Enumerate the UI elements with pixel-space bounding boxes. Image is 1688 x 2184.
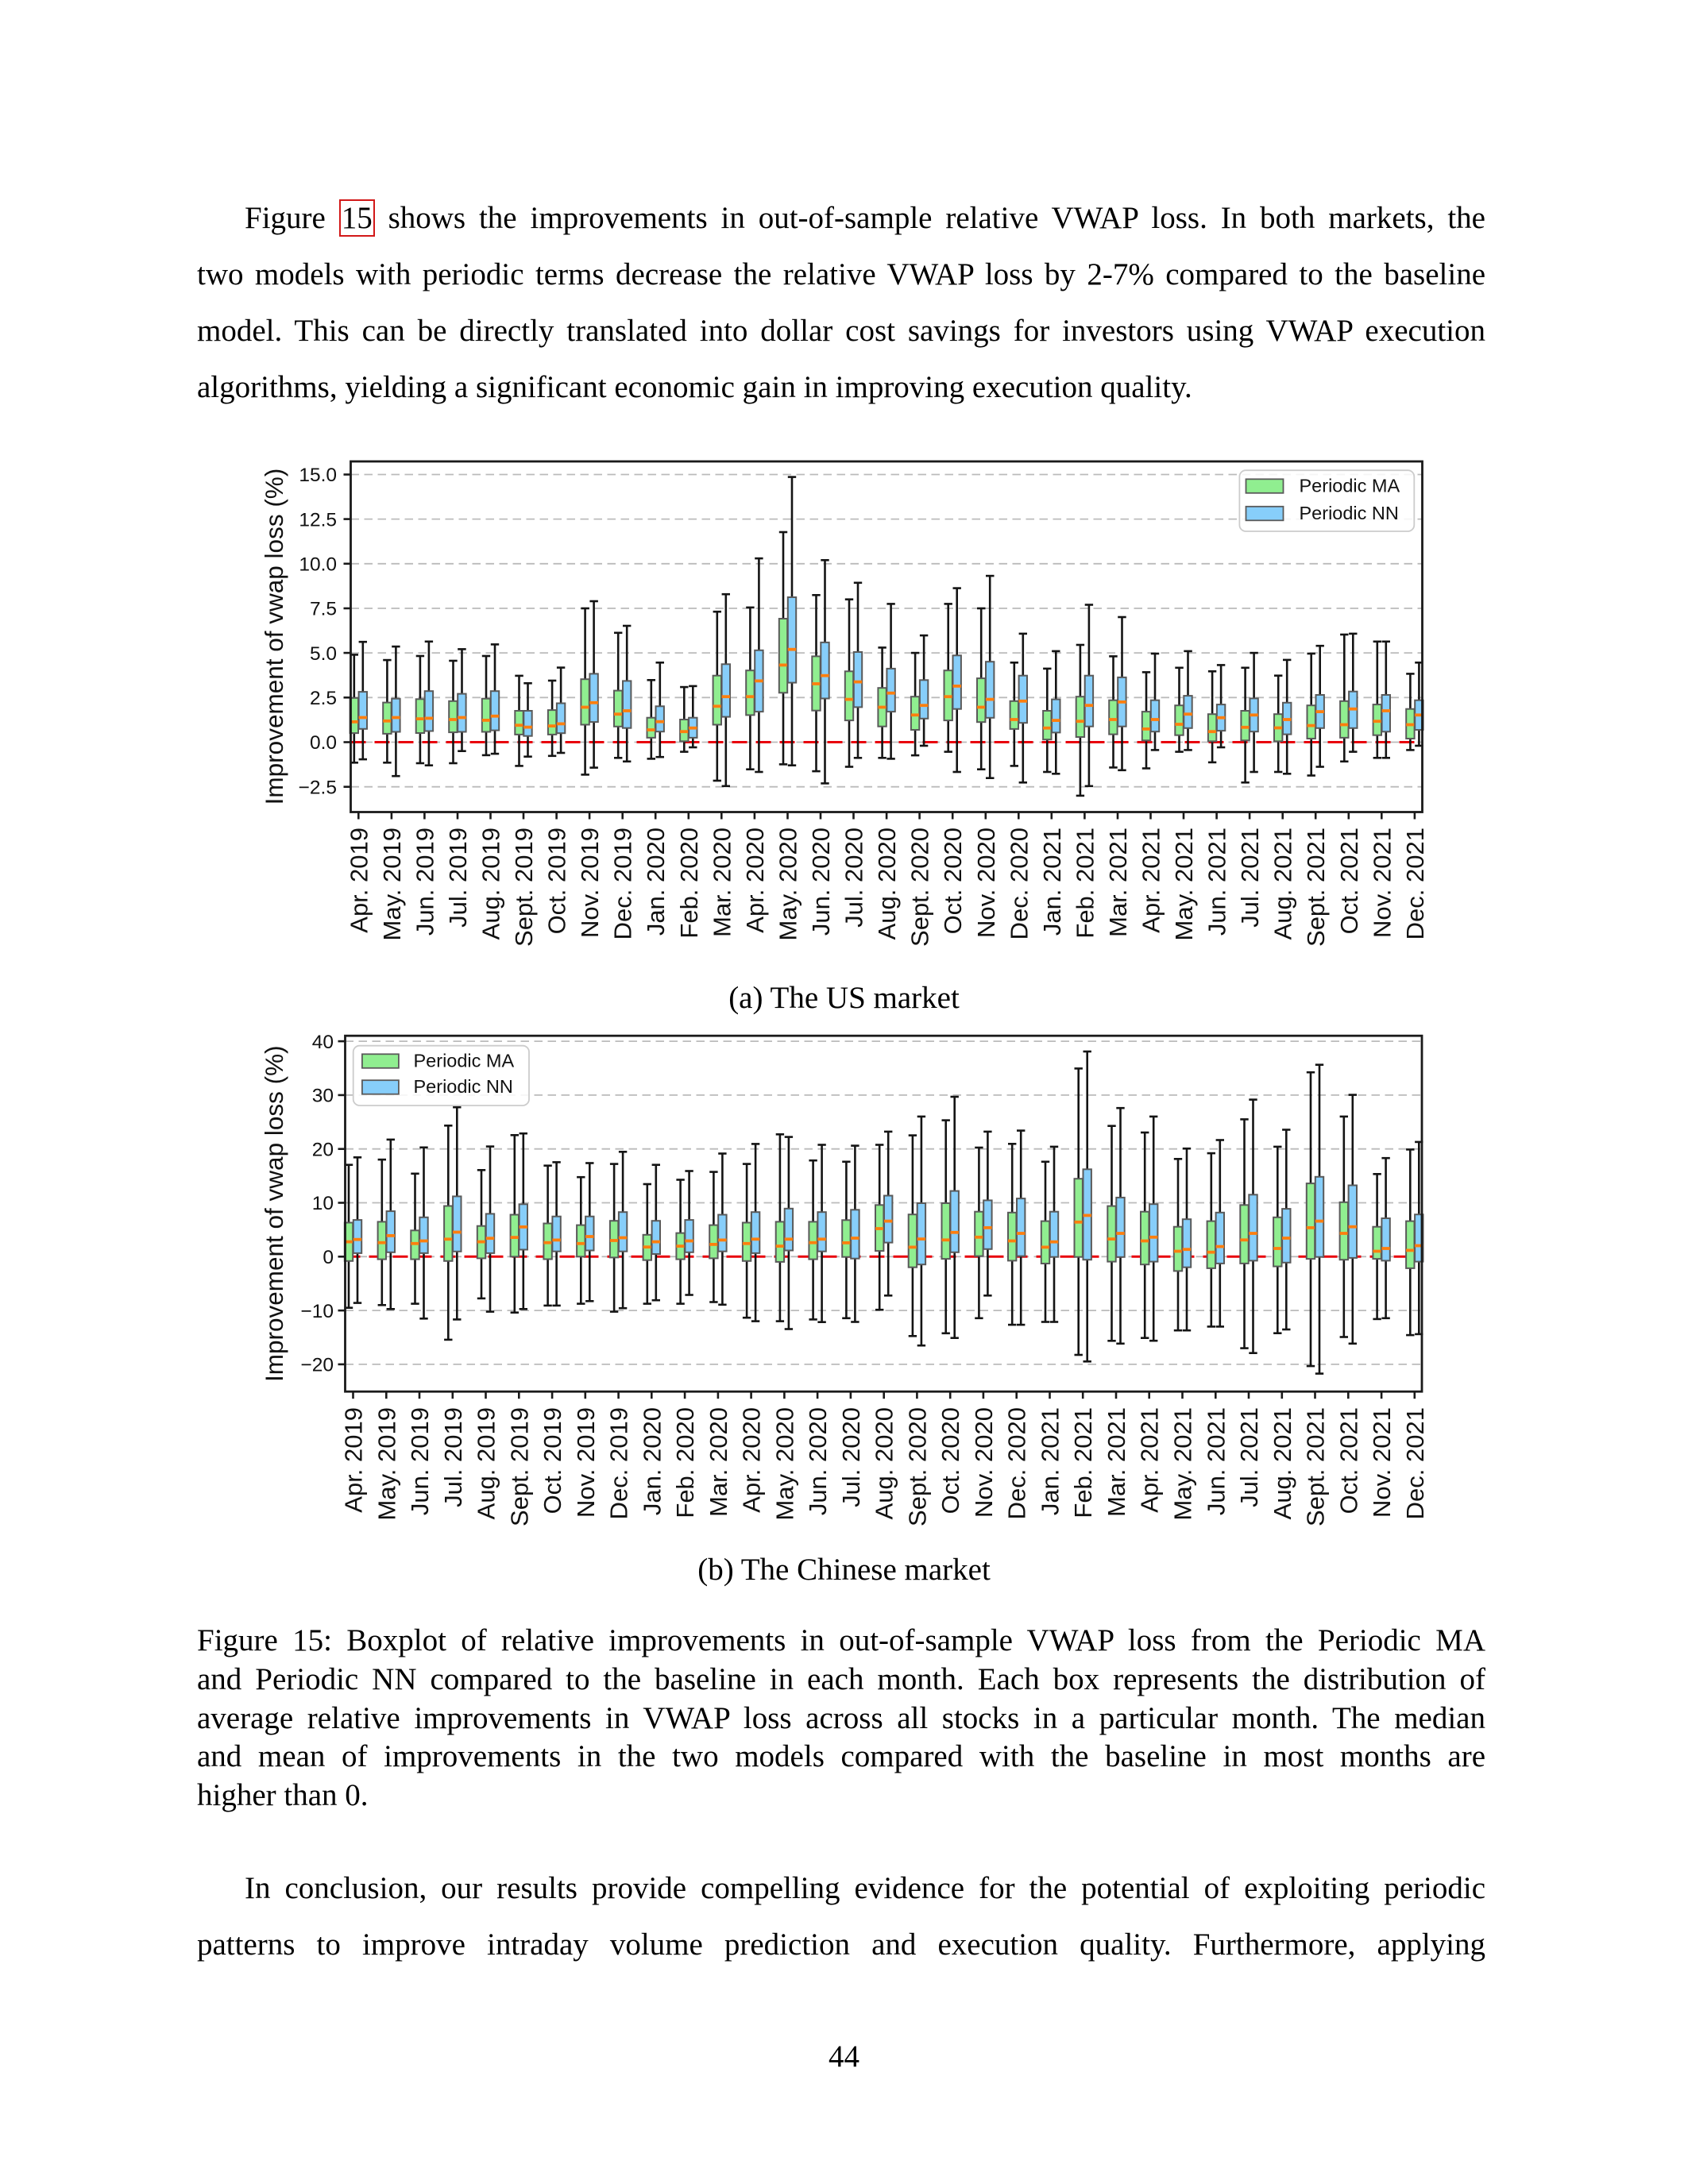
svg-text:Aug. 2020: Aug. 2020 — [871, 1407, 898, 1519]
svg-text:Nov. 2021: Nov. 2021 — [1368, 828, 1396, 938]
svg-text:Sept. 2020: Sept. 2020 — [906, 828, 934, 947]
svg-text:Dec. 2020: Dec. 2020 — [1003, 1407, 1031, 1519]
svg-text:Jul. 2021: Jul. 2021 — [1236, 828, 1264, 928]
svg-text:Nov. 2019: Nov. 2019 — [572, 1407, 600, 1518]
svg-text:Nov. 2021: Nov. 2021 — [1368, 1407, 1396, 1518]
svg-text:Dec. 2021: Dec. 2021 — [1401, 828, 1429, 940]
svg-text:Dec. 2021: Dec. 2021 — [1401, 1407, 1429, 1519]
svg-text:Aug. 2019: Aug. 2019 — [477, 828, 505, 940]
svg-text:Jun. 2021: Jun. 2021 — [1202, 1407, 1230, 1515]
svg-text:May. 2020: May. 2020 — [771, 1407, 798, 1520]
svg-text:Sept. 2019: Sept. 2019 — [510, 828, 538, 947]
svg-text:Oct. 2020: Oct. 2020 — [937, 1407, 964, 1514]
svg-text:Periodic NN: Periodic NN — [414, 1076, 513, 1097]
svg-text:Jul. 2020: Jul. 2020 — [837, 1407, 865, 1507]
svg-text:0: 0 — [323, 1247, 334, 1268]
svg-text:Mar. 2021: Mar. 2021 — [1104, 828, 1132, 937]
svg-text:Apr. 2020: Apr. 2020 — [741, 828, 769, 933]
svg-text:Jun. 2021: Jun. 2021 — [1203, 828, 1231, 936]
svg-text:12.5: 12.5 — [299, 509, 337, 531]
svg-text:Oct. 2019: Oct. 2019 — [543, 828, 571, 934]
svg-text:Apr. 2019: Apr. 2019 — [345, 828, 373, 933]
svg-text:Mar. 2020: Mar. 2020 — [705, 1407, 732, 1517]
svg-text:15.0: 15.0 — [299, 465, 337, 486]
svg-text:Aug. 2019: Aug. 2019 — [473, 1407, 500, 1519]
svg-text:Dec. 2020: Dec. 2020 — [1005, 828, 1033, 940]
svg-text:Jan. 2020: Jan. 2020 — [642, 828, 670, 936]
svg-text:40: 40 — [312, 1032, 334, 1053]
svg-text:Feb. 2021: Feb. 2021 — [1071, 828, 1099, 939]
svg-text:May. 2021: May. 2021 — [1169, 1407, 1197, 1520]
svg-text:Jun. 2020: Jun. 2020 — [804, 1407, 832, 1515]
svg-text:−20: −20 — [300, 1355, 334, 1376]
svg-text:Periodic NN: Periodic NN — [1300, 503, 1399, 523]
svg-text:Jun. 2020: Jun. 2020 — [807, 828, 835, 936]
svg-text:Periodic MA: Periodic MA — [414, 1050, 515, 1071]
svg-text:Jul. 2021: Jul. 2021 — [1235, 1407, 1263, 1507]
svg-text:Periodic MA: Periodic MA — [1300, 475, 1400, 496]
svg-text:Oct. 2019: Oct. 2019 — [539, 1407, 566, 1514]
svg-text:Nov. 2020: Nov. 2020 — [972, 828, 1000, 938]
svg-text:Mar. 2020: Mar. 2020 — [708, 828, 736, 937]
svg-text:Dec. 2019: Dec. 2019 — [609, 828, 637, 940]
svg-text:Sept. 2020: Sept. 2020 — [903, 1407, 931, 1526]
svg-text:Feb. 2021: Feb. 2021 — [1069, 1407, 1097, 1518]
svg-text:Jan. 2020: Jan. 2020 — [638, 1407, 666, 1515]
svg-text:10.0: 10.0 — [299, 554, 337, 576]
svg-text:−10: −10 — [300, 1301, 334, 1322]
svg-text:Aug. 2021: Aug. 2021 — [1269, 828, 1297, 940]
svg-text:Sept. 2021: Sept. 2021 — [1302, 1407, 1330, 1526]
svg-text:Feb. 2020: Feb. 2020 — [671, 1407, 699, 1518]
svg-text:0.0: 0.0 — [310, 732, 337, 754]
svg-text:May. 2019: May. 2019 — [378, 828, 406, 940]
svg-text:Aug. 2020: Aug. 2020 — [873, 828, 901, 940]
svg-text:Nov. 2019: Nov. 2019 — [576, 828, 604, 938]
svg-text:Improvement of vwap loss (%): Improvement of vwap loss (%) — [260, 469, 288, 805]
svg-text:Dec. 2019: Dec. 2019 — [605, 1407, 633, 1519]
svg-text:Jun. 2019: Jun. 2019 — [411, 828, 438, 936]
svg-text:7.5: 7.5 — [310, 599, 337, 620]
svg-text:Feb. 2020: Feb. 2020 — [675, 828, 703, 939]
svg-text:Jan. 2021: Jan. 2021 — [1038, 828, 1066, 936]
svg-text:10: 10 — [312, 1193, 334, 1214]
svg-text:Jul. 2020: Jul. 2020 — [840, 828, 868, 928]
svg-text:5.0: 5.0 — [310, 643, 337, 665]
svg-text:Sept. 2019: Sept. 2019 — [505, 1407, 533, 1526]
svg-text:30: 30 — [312, 1086, 334, 1107]
svg-text:Oct. 2021: Oct. 2021 — [1335, 828, 1363, 934]
svg-text:May. 2021: May. 2021 — [1170, 828, 1198, 940]
svg-text:May. 2020: May. 2020 — [774, 828, 802, 940]
svg-text:20: 20 — [312, 1139, 334, 1160]
svg-text:Jul. 2019: Jul. 2019 — [444, 828, 472, 928]
svg-text:Oct. 2021: Oct. 2021 — [1335, 1407, 1362, 1514]
svg-text:Apr. 2021: Apr. 2021 — [1138, 828, 1165, 933]
svg-text:Jun. 2019: Jun. 2019 — [406, 1407, 434, 1515]
svg-text:Sept. 2021: Sept. 2021 — [1302, 828, 1330, 947]
svg-text:2.5: 2.5 — [310, 688, 337, 709]
svg-text:Apr. 2019: Apr. 2019 — [340, 1407, 368, 1513]
svg-text:Apr. 2021: Apr. 2021 — [1136, 1407, 1164, 1513]
svg-text:Jul. 2019: Jul. 2019 — [439, 1407, 467, 1507]
svg-text:Oct. 2020: Oct. 2020 — [939, 828, 967, 934]
svg-text:May. 2019: May. 2019 — [373, 1407, 400, 1520]
svg-text:Apr. 2020: Apr. 2020 — [738, 1407, 766, 1513]
svg-text:Improvement of vwap loss (%): Improvement of vwap loss (%) — [260, 1045, 288, 1382]
svg-text:Jan. 2021: Jan. 2021 — [1037, 1407, 1064, 1515]
svg-text:Mar. 2021: Mar. 2021 — [1103, 1407, 1130, 1517]
svg-text:−2.5: −2.5 — [299, 777, 337, 798]
svg-text:Aug. 2021: Aug. 2021 — [1269, 1407, 1296, 1519]
svg-text:Nov. 2020: Nov. 2020 — [970, 1407, 998, 1518]
